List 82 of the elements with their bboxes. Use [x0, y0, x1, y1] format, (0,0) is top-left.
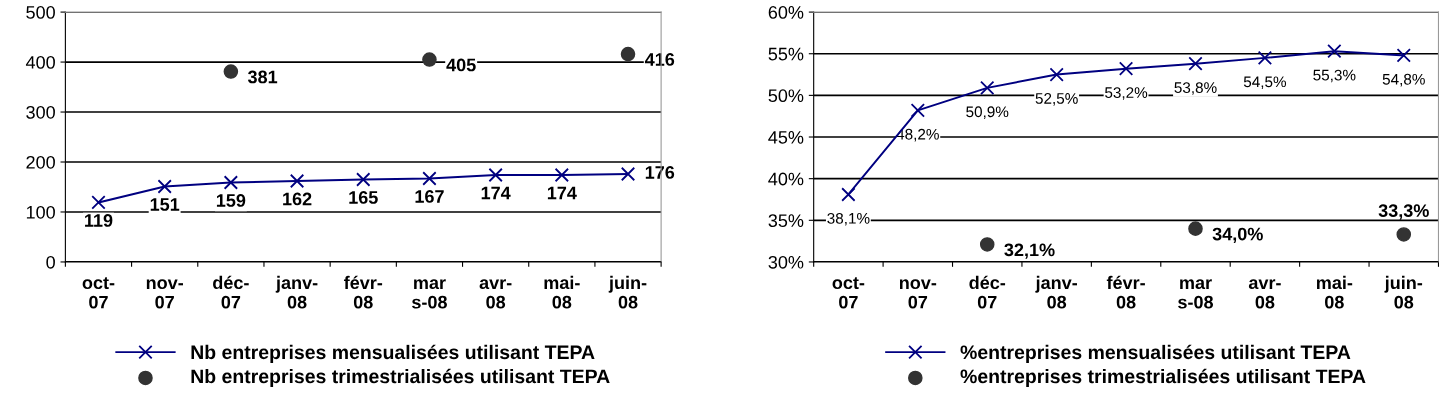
data-label: 416 [644, 53, 675, 66]
data-label: 381 [247, 70, 278, 84]
point [910, 103, 925, 118]
point [422, 52, 437, 67]
point [1396, 227, 1412, 242]
data-label: 53,2% [1105, 87, 1148, 100]
point [1327, 44, 1342, 59]
y-tick-label: 35% [768, 214, 804, 228]
y-tick-label: 45% [768, 131, 804, 144]
x-tick-label: juin- 08 [1384, 275, 1423, 309]
x-tick-label: avr- 08 [479, 279, 512, 309]
point [422, 171, 437, 186]
point [1188, 56, 1203, 71]
data-label: 174 [481, 186, 511, 200]
x-tick-label: nov- 07 [146, 279, 184, 309]
y-tick-label: 60% [768, 6, 804, 19]
x-tick-label: févr- 08 [343, 275, 383, 309]
x-tick-label: déc- 07 [969, 275, 1006, 309]
data-label: 54,5% [1243, 76, 1287, 89]
point [289, 173, 305, 189]
point [488, 167, 503, 183]
y-tick-label: 200 [26, 155, 55, 169]
data-label: 52,5% [1035, 93, 1078, 106]
x-tick-label: mai- 08 [1316, 275, 1353, 309]
legend-label: Nb entreprises mensualisées utilisant TEPA [191, 344, 595, 363]
point [980, 80, 995, 96]
point [620, 46, 636, 62]
y-tick-label: 40% [768, 172, 804, 186]
point [157, 179, 172, 194]
x-tick-label: nov- 07 [899, 279, 937, 309]
legend-label: Nb entreprises trimestrialisées utilisant TEPA [191, 368, 610, 388]
point [1188, 221, 1203, 236]
x-tick-label: oct- 07 [832, 277, 865, 309]
data-label: 54,8% [1382, 73, 1425, 87]
y-tick-label: 300 [26, 105, 55, 119]
x-tick-label: déc- 07 [213, 275, 249, 309]
point [1049, 67, 1064, 82]
data-label: 176 [645, 166, 675, 179]
point [979, 237, 995, 252]
data-label: 55,3% [1313, 69, 1356, 83]
data-label: 167 [415, 190, 444, 203]
x-tick-label: mar s-08 [1178, 279, 1214, 309]
data-label: 34,0% [1212, 227, 1263, 244]
y-tick-label: 30% [768, 255, 804, 269]
data-label: 53,8% [1174, 82, 1217, 95]
data-label: 174 [547, 186, 577, 200]
point [91, 195, 106, 210]
point [841, 187, 856, 202]
data-label: 405 [446, 58, 476, 72]
data-label: 162 [283, 192, 312, 206]
data-label: 50,9% [966, 106, 1009, 119]
x-tick-label: oct- 07 [82, 277, 115, 309]
data-label: 165 [349, 191, 378, 204]
y-tick-label: 400 [25, 56, 55, 69]
y-tick-label: 500 [26, 6, 55, 19]
x-tick-label: juin- 08 [608, 275, 647, 309]
legend-label: %entreprises trimestrialisées utilisant TEPA [960, 368, 1366, 388]
point [1257, 50, 1273, 66]
data-label: 33,3% [1378, 204, 1429, 220]
data-label: 119 [85, 214, 113, 227]
y-tick-label: 50% [768, 89, 804, 103]
x-tick-label: mar s-08 [412, 279, 447, 309]
x-tick-label: févr- 08 [1106, 275, 1145, 309]
point [1396, 48, 1411, 63]
y-tick-label: 55% [768, 47, 804, 61]
x-tick-label: janv- 08 [275, 275, 318, 309]
data-label: 151 [150, 198, 180, 211]
y-tick-label: 100 [26, 205, 55, 219]
point [620, 166, 636, 182]
y-tick-label: 0 [46, 255, 55, 269]
point [554, 167, 569, 183]
data-label: 38,1% [827, 212, 870, 226]
legend-label: %entreprises mensualisées utilisant TEPA [960, 344, 1351, 363]
x-tick-label: mai- 08 [544, 275, 580, 309]
data-label: 159 [216, 194, 246, 207]
data-label: 32,1% [1004, 243, 1055, 259]
point [223, 64, 239, 79]
x-tick-label: avr- 08 [1248, 279, 1281, 309]
point [356, 172, 371, 187]
x-tick-label: janv- 08 [1035, 275, 1077, 309]
point [1118, 61, 1134, 76]
point [223, 175, 239, 190]
